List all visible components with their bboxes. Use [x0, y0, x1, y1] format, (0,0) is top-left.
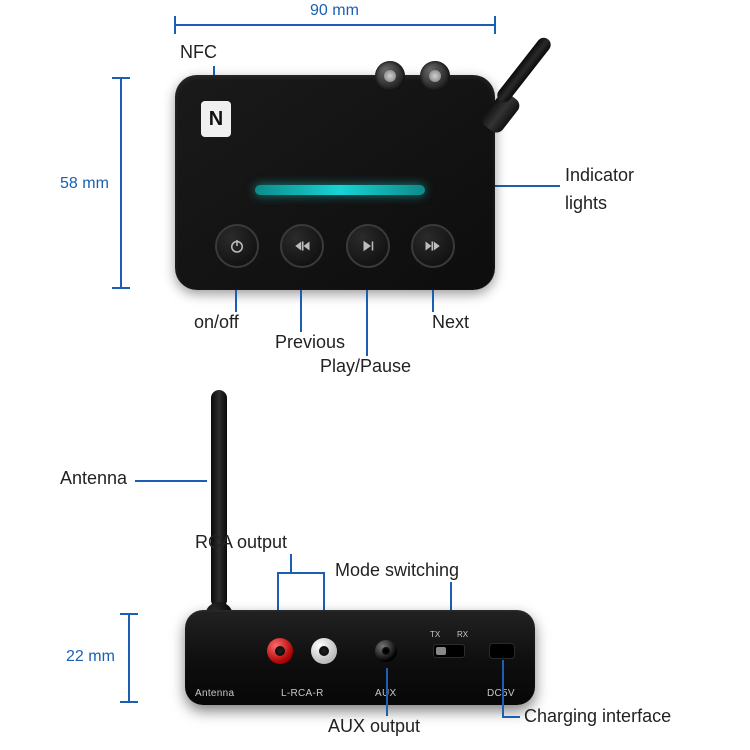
callout-rca: RCA output: [195, 532, 287, 553]
callout-next: Next: [432, 312, 469, 333]
previous-button[interactable]: [280, 224, 324, 268]
rx-label: RX: [457, 630, 468, 639]
dim-width-line: [175, 24, 495, 26]
leader-rca-h: [277, 572, 325, 574]
dim-depth-label: 58 mm: [60, 175, 109, 193]
indicator-light-bar: [255, 185, 425, 195]
callout-charging: Charging interface: [524, 706, 671, 727]
callout-mode: Mode switching: [335, 560, 459, 581]
power-icon: [228, 237, 246, 255]
device-top-view: [175, 75, 495, 290]
dc5v-port: [489, 643, 515, 659]
power-button[interactable]: [215, 224, 259, 268]
callout-aux: AUX output: [328, 716, 420, 737]
rca-left-red: [267, 638, 293, 664]
callout-indicator-2: lights: [565, 193, 607, 214]
dim-height-cap-t: [120, 613, 138, 615]
dim-height-label: 22 mm: [66, 648, 115, 666]
dim-width-label: 90 mm: [310, 2, 359, 20]
leader-prev: [300, 290, 302, 332]
rca-jack-top-r: [420, 61, 450, 91]
control-button-row: [215, 224, 455, 268]
rca-jack-top-l: [375, 61, 405, 91]
dim-depth-cap-b: [112, 287, 130, 289]
leader-play: [366, 290, 368, 356]
next-icon: [424, 237, 442, 255]
rca-right-white: [311, 638, 337, 664]
dim-width-cap-l: [174, 16, 176, 34]
mode-switch[interactable]: [433, 644, 465, 658]
leader-rca-v: [290, 554, 292, 572]
device-rear-view: TX RX Antenna L-RCA-R AUX DC5V: [185, 610, 535, 705]
tx-label: TX: [430, 630, 440, 639]
play-pause-icon: [359, 237, 377, 255]
port-label-dc: DC5V: [487, 688, 515, 699]
leader-charging-h: [502, 716, 520, 718]
callout-indicator-1: Indicator: [565, 165, 634, 186]
dim-width-cap-r: [494, 16, 496, 34]
leader-power: [235, 290, 237, 312]
callout-prev: Previous: [275, 332, 345, 353]
callout-play: Play/Pause: [320, 356, 411, 377]
dim-height-line: [128, 614, 130, 702]
callout-antenna: Antenna: [60, 468, 127, 489]
port-label-antenna: Antenna: [195, 688, 234, 699]
leader-antenna: [135, 480, 207, 482]
leader-charging: [502, 660, 504, 716]
callout-nfc: NFC: [180, 42, 217, 63]
previous-icon: [293, 237, 311, 255]
dim-depth-cap-t: [112, 77, 130, 79]
leader-next: [432, 290, 434, 312]
port-label-rca: L-RCA-R: [281, 688, 324, 699]
dim-depth-line: [120, 78, 122, 288]
nfc-badge-icon: [201, 101, 231, 137]
leader-aux: [386, 668, 388, 716]
callout-power: on/off: [194, 312, 239, 333]
dim-height-cap-b: [120, 701, 138, 703]
next-button[interactable]: [411, 224, 455, 268]
antenna-top-stick: [494, 35, 553, 105]
antenna-rear-stick: [211, 390, 227, 608]
aux-jack: [375, 640, 397, 662]
play-pause-button[interactable]: [346, 224, 390, 268]
